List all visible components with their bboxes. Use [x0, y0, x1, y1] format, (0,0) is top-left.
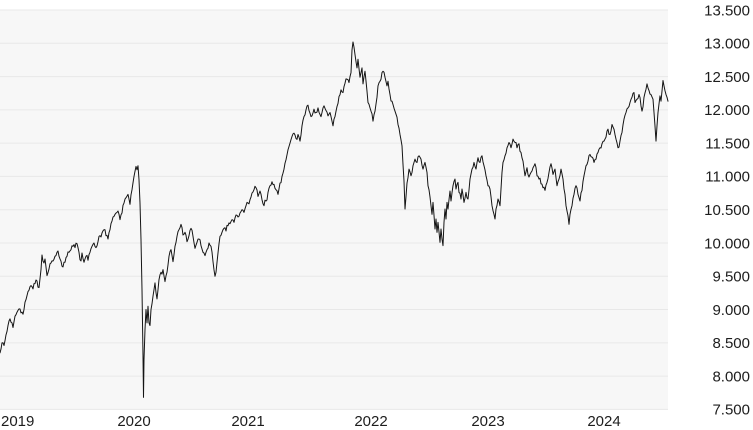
y-axis-label: 8.000 [712, 368, 750, 385]
y-axis-label: 12.500 [704, 69, 750, 86]
y-axis-label: 8.500 [712, 335, 750, 352]
y-axis-label: 9.500 [712, 269, 750, 286]
y-axis-label: 9.000 [712, 302, 750, 319]
x-axis-label: 2023 [471, 413, 504, 430]
y-axis-label: 10.000 [704, 235, 750, 252]
y-axis-label: 12.000 [704, 102, 750, 119]
x-axis-label: 2021 [231, 413, 264, 430]
price-line-series [0, 41, 669, 398]
x-axis-label: 2020 [117, 413, 150, 430]
y-axis-label: 10.500 [704, 202, 750, 219]
x-axis-label: 2022 [354, 413, 387, 430]
y-axis-label: 13.000 [704, 36, 750, 53]
y-axis-label: 11.500 [705, 135, 750, 152]
x-axis-label: 2019 [1, 413, 34, 430]
y-axis-label: 11.000 [705, 169, 750, 186]
y-axis-label: 7.500 [712, 402, 750, 419]
y-axis-label: 13.500 [704, 2, 750, 19]
x-axis-label: 2024 [587, 413, 620, 430]
